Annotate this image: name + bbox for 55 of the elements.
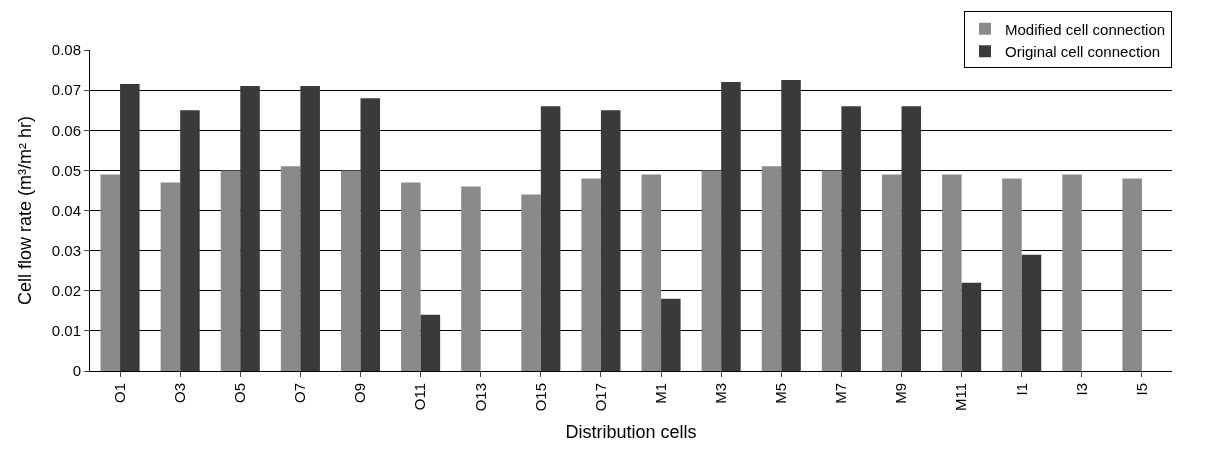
bar [521,194,541,371]
y-tick-label: 0.08 [51,41,81,59]
x-tick-label: M1 [651,383,669,404]
x-tick-label: O17 [591,383,609,412]
bar [942,174,962,371]
x-tick-label: M11 [952,383,970,412]
bar [100,174,121,371]
bar [220,170,241,371]
bar [1122,178,1142,371]
x-tick-label: O3 [171,383,189,404]
bar [821,170,842,371]
legend-label: Original cell connection [1005,43,1161,61]
y-tick-label: 0.07 [51,81,81,99]
bar [961,282,982,371]
x-axis-title: Distribution cells [565,422,697,443]
x-tick-label: M7 [832,383,850,404]
bar [1062,174,1082,371]
y-tick-label: 0.03 [51,241,81,259]
x-tick-label: O15 [531,383,549,412]
y-tick-label: 0.02 [51,282,81,299]
bar [461,186,481,371]
bar [160,182,181,371]
y-tick-label: 0.01 [51,322,81,340]
bar [881,174,902,371]
y-axis-title: Cell flow rate (m³/m² hr) [15,115,35,306]
x-tick-label: I3 [1072,383,1090,396]
y-tick-label: 0.04 [51,201,81,219]
bar [581,178,601,371]
x-tick-label: M5 [772,383,790,404]
x-tick-label: M3 [712,383,730,404]
x-tick-label: O13 [471,383,489,412]
bar [360,98,381,371]
bar [1021,254,1042,371]
bar [280,166,301,371]
bar [761,166,782,371]
y-tick-label: 0.05 [51,161,81,179]
y-tick-label: 0.06 [51,121,81,139]
bar [420,314,441,371]
bar [540,106,561,371]
bar [1002,178,1022,371]
x-tick-label: O7 [291,383,309,404]
x-tick-label: O11 [411,383,429,411]
legend-label: Modified cell connection [1005,20,1166,38]
x-tick-label: O1 [110,383,128,404]
x-tick-label: I1 [1012,383,1030,396]
x-tick-label: O5 [231,383,249,404]
y-tick-label: 0 [72,362,81,380]
bar [641,174,662,371]
bar [340,170,361,371]
x-tick-label: I5 [1132,383,1150,396]
x-tick-label: O9 [351,383,369,404]
x-tick-label: M9 [892,383,910,404]
bar [401,182,421,371]
bar [901,106,922,371]
bar [701,170,722,371]
